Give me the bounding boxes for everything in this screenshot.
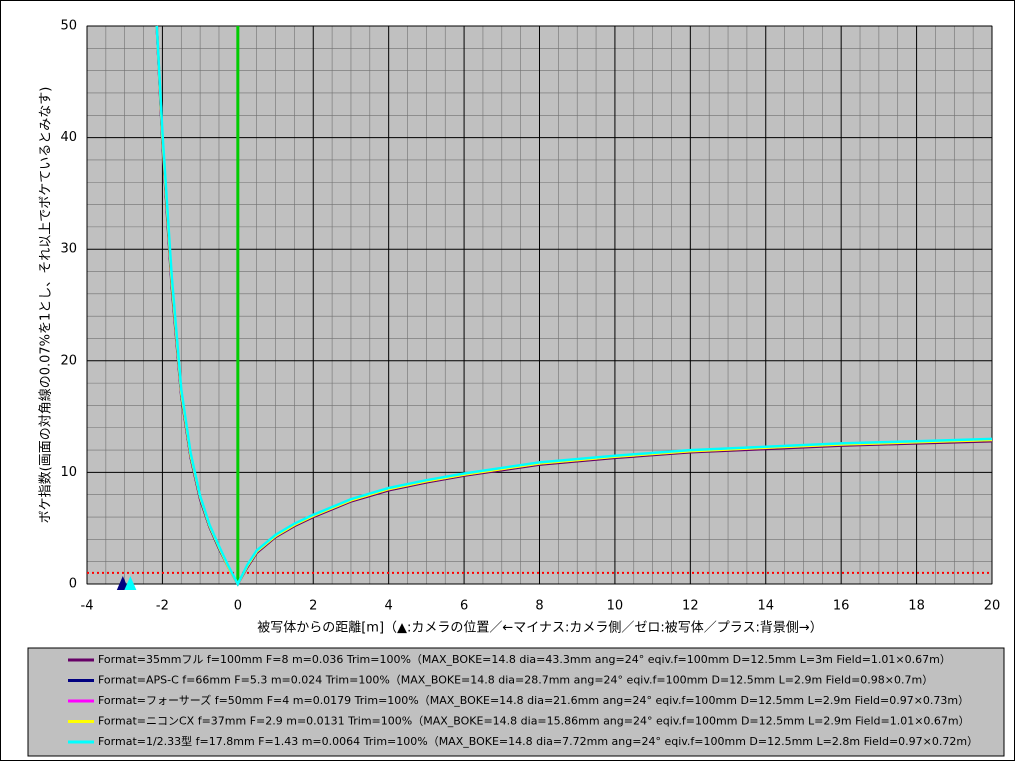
legend xyxy=(27,647,1005,757)
y-axis-title: ボケ指数(画面の対角線の0.07%を1とし、それ以上でボケているとみなす) xyxy=(38,87,54,524)
x-tick-label: 10 xyxy=(607,599,624,614)
x-tick-label: 2 xyxy=(309,599,317,614)
camera-marker xyxy=(116,576,129,590)
legend-items: Format=35mmフル f=100mm F=8 m=0.036 Trim=1… xyxy=(68,653,978,748)
y-tick-label: 30 xyxy=(60,242,77,257)
marks xyxy=(87,25,993,590)
x-tick-label: 6 xyxy=(460,599,468,614)
y-tick-label: 10 xyxy=(60,465,77,480)
x-tick-label: -2 xyxy=(156,599,169,614)
x-tick-label: 18 xyxy=(908,599,925,614)
x-tick-label: -4 xyxy=(81,599,94,614)
legend-label: Format=APS-C f=66mm F=5.3 m=0.024 Trim=1… xyxy=(98,674,933,687)
legend-label: Format=ニコンCX f=37mm F=2.9 m=0.0131 Trim=… xyxy=(98,715,970,728)
legend-label: Format=1/2.33型 f=17.8mm F=1.43 m=0.0064 … xyxy=(98,734,978,748)
y-tick-label: 50 xyxy=(60,19,77,34)
x-tick-label: 12 xyxy=(682,599,699,614)
x-tick-label: 20 xyxy=(984,599,1001,614)
x-tick-label: 14 xyxy=(757,599,774,614)
legend-label: Format=35mmフル f=100mm F=8 m=0.036 Trim=1… xyxy=(98,653,951,666)
x-tick-label: 16 xyxy=(833,599,850,614)
y-tick-label: 0 xyxy=(69,577,77,592)
legend-label: Format=フォーサーズ f=50mm F=4 m=0.0179 Trim=1… xyxy=(98,693,969,707)
y-tick-label: 40 xyxy=(60,130,77,145)
x-axis-title: 被写体からの距離[m]（▲:カメラの位置／←マイナス:カメラ側／ゼロ:被写体／プ… xyxy=(257,621,823,636)
x-tick-label: 8 xyxy=(535,599,543,614)
camera-marker xyxy=(124,576,137,590)
y-tick-label: 20 xyxy=(60,353,77,368)
x-tick-label: 0 xyxy=(234,599,242,614)
x-tick-label: 4 xyxy=(385,599,393,614)
series-line xyxy=(155,25,993,587)
